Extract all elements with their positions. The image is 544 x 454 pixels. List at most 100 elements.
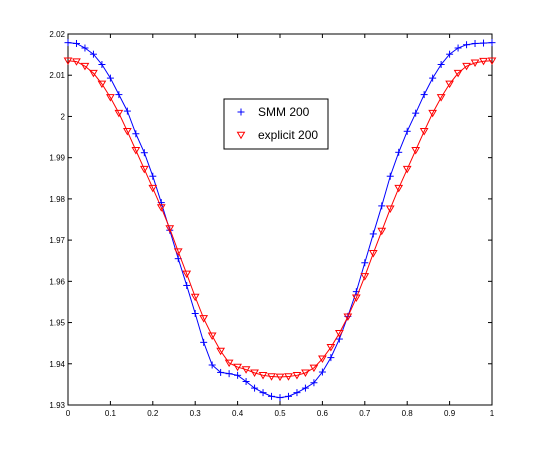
y-tick-label: 1.94 bbox=[49, 360, 65, 369]
data-point-explicit bbox=[207, 332, 217, 340]
data-point-explicit bbox=[360, 273, 370, 281]
data-point-smm bbox=[420, 91, 428, 99]
data-point-explicit bbox=[402, 165, 412, 174]
legend-symbol-smm bbox=[237, 108, 245, 116]
data-point-explicit bbox=[156, 204, 166, 212]
legend-marker-smm bbox=[237, 108, 245, 116]
data-point-smm bbox=[378, 202, 386, 210]
data-point-smm bbox=[98, 61, 106, 69]
data-point-smm bbox=[301, 384, 309, 392]
data-point-smm bbox=[403, 127, 411, 135]
data-point-explicit bbox=[351, 294, 361, 303]
data-point-explicit bbox=[487, 57, 497, 65]
data-point-smm bbox=[284, 392, 292, 400]
data-point-smm bbox=[242, 378, 250, 386]
series-line-explicit bbox=[67, 60, 493, 378]
data-point-explicit bbox=[199, 315, 209, 323]
data-point-explicit bbox=[114, 109, 124, 118]
data-point-explicit bbox=[377, 227, 387, 236]
data-point-explicit bbox=[326, 343, 336, 352]
y-tick-label: 2.01 bbox=[49, 71, 65, 80]
data-point-explicit bbox=[292, 372, 302, 380]
data-point-smm bbox=[318, 368, 326, 376]
series-explicit bbox=[63, 57, 497, 382]
legend-label-explicit: explicit 200 bbox=[258, 128, 318, 142]
data-point-smm bbox=[149, 172, 157, 180]
x-tick-label: 0.5 bbox=[274, 409, 286, 418]
y-tick-label: 1.99 bbox=[49, 154, 65, 163]
x-axis: 0 0.1 0.2 0.3 0.4 0.5 0.6 0.7 0.8 0.9 1 bbox=[66, 34, 495, 418]
data-point-explicit bbox=[453, 69, 463, 78]
data-point-smm bbox=[429, 74, 437, 82]
data-point-explicit bbox=[334, 329, 344, 338]
legend-box bbox=[223, 98, 329, 150]
data-point-explicit bbox=[479, 57, 488, 66]
x-tick-label: 0.8 bbox=[402, 409, 414, 418]
data-point-smm bbox=[276, 394, 284, 402]
y-tick-label: 1.95 bbox=[49, 319, 65, 328]
data-point-explicit bbox=[224, 359, 234, 368]
data-point-smm bbox=[225, 370, 233, 378]
x-tick-label: 0.1 bbox=[105, 409, 117, 418]
x-tick-label: 0.7 bbox=[359, 409, 371, 418]
data-point-explicit bbox=[216, 347, 226, 356]
data-point-explicit bbox=[173, 248, 183, 256]
data-point-smm bbox=[115, 91, 123, 99]
data-point-explicit bbox=[165, 225, 175, 233]
data-point-explicit bbox=[250, 369, 259, 378]
data-point-explicit bbox=[301, 369, 310, 378]
data-point-smm bbox=[208, 361, 216, 369]
data-point-smm bbox=[200, 338, 208, 346]
data-point-explicit bbox=[284, 373, 293, 381]
data-point-smm bbox=[191, 309, 199, 317]
data-point-explicit bbox=[233, 363, 242, 372]
data-point-smm bbox=[72, 39, 80, 47]
y-tick-label: 1.97 bbox=[49, 236, 65, 245]
data-point-smm bbox=[123, 107, 131, 115]
y-tick-label: 1.96 bbox=[49, 277, 65, 286]
data-point-explicit bbox=[275, 373, 285, 382]
data-point-explicit bbox=[148, 184, 158, 193]
data-point-smm bbox=[361, 259, 369, 267]
data-point-explicit bbox=[428, 109, 438, 118]
x-tick-label: 0.3 bbox=[190, 409, 202, 418]
y-tick-label: 1.93 bbox=[49, 401, 65, 410]
data-point-explicit bbox=[106, 94, 115, 102]
data-point-smm bbox=[132, 130, 140, 138]
x-tick-label: 0.4 bbox=[232, 409, 244, 418]
data-point-smm bbox=[234, 371, 242, 379]
data-point-smm bbox=[454, 44, 462, 52]
legend-symbol-explicit bbox=[236, 131, 246, 140]
x-tick-label: 0.9 bbox=[444, 409, 456, 418]
data-point-explicit bbox=[309, 364, 319, 373]
data-point-smm bbox=[471, 39, 479, 47]
data-point-explicit bbox=[80, 62, 90, 71]
data-point-explicit bbox=[72, 58, 81, 66]
data-point-explicit bbox=[462, 62, 471, 71]
data-point-smm bbox=[89, 50, 97, 58]
data-point-smm bbox=[268, 392, 276, 400]
y-axis: 1.93 1.94 1.95 1.96 1.97 1.98 1.99 2 2.01 2.02 bbox=[49, 30, 492, 410]
data-point-smm bbox=[310, 379, 318, 387]
data-point-explicit bbox=[182, 270, 192, 279]
data-point-smm bbox=[64, 39, 72, 47]
plot-area bbox=[67, 33, 493, 406]
x-tick-label: 0.6 bbox=[317, 409, 329, 418]
data-point-explicit bbox=[343, 313, 353, 321]
data-point-smm bbox=[259, 389, 267, 397]
y-tick-label: 2 bbox=[61, 112, 66, 121]
data-point-smm bbox=[463, 41, 471, 49]
y-tick-label: 2.02 bbox=[49, 30, 65, 39]
legend-label-smm: SMM 200 bbox=[258, 105, 310, 119]
data-point-smm bbox=[140, 149, 148, 157]
data-point-smm bbox=[81, 44, 89, 52]
series-smm bbox=[64, 39, 496, 402]
data-point-explicit bbox=[267, 373, 276, 381]
legend: SMM 200 explicit 200 bbox=[223, 98, 329, 150]
x-tick-label: 0.2 bbox=[147, 409, 159, 418]
data-point-explicit bbox=[470, 59, 480, 68]
data-point-smm bbox=[480, 39, 488, 47]
data-point-smm bbox=[251, 384, 259, 392]
data-point-explicit bbox=[445, 80, 454, 89]
